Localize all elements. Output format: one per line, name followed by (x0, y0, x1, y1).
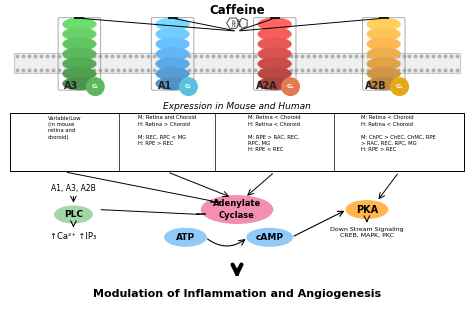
Ellipse shape (156, 67, 190, 80)
Text: cAMP: cAMP (255, 233, 284, 242)
Text: M: Retina < Choroid
H: Retina < Choroid

M: RPE > RAC, REC,
RPC, MG
H: RPE < REC: M: Retina < Choroid H: Retina < Choroid … (248, 115, 301, 152)
Ellipse shape (156, 18, 190, 31)
Text: A2A: A2A (256, 81, 278, 91)
Ellipse shape (164, 228, 206, 246)
Ellipse shape (258, 48, 292, 60)
Ellipse shape (258, 67, 292, 80)
Text: A3: A3 (64, 81, 79, 91)
Text: Gₛ: Gₛ (287, 84, 294, 89)
Text: N: N (231, 20, 235, 25)
Ellipse shape (63, 28, 96, 41)
Ellipse shape (156, 28, 190, 41)
Ellipse shape (258, 57, 292, 70)
Text: Gₛ: Gₛ (396, 84, 403, 89)
Circle shape (86, 78, 104, 95)
Ellipse shape (63, 67, 96, 80)
Text: M: Retina < Choroid
H: Retina < Choroid

M: ChPC > ChEC, ChMC, RPE
> RAC, REC, R: M: Retina < Choroid H: Retina < Choroid … (361, 115, 436, 152)
Ellipse shape (63, 37, 96, 50)
Ellipse shape (156, 37, 190, 50)
Text: N: N (231, 23, 235, 28)
Ellipse shape (258, 18, 292, 31)
Ellipse shape (156, 57, 190, 70)
Text: Variable/Low
(in mouse
retina and
choroid): Variable/Low (in mouse retina and choroi… (48, 115, 81, 140)
Ellipse shape (367, 28, 401, 41)
Ellipse shape (63, 18, 96, 31)
Text: Expression in Mouse and Human: Expression in Mouse and Human (163, 102, 311, 112)
Ellipse shape (367, 57, 401, 70)
FancyBboxPatch shape (14, 53, 460, 73)
Circle shape (282, 78, 300, 95)
Ellipse shape (201, 196, 273, 223)
Ellipse shape (367, 18, 401, 31)
Ellipse shape (258, 28, 292, 41)
Circle shape (391, 78, 409, 95)
Ellipse shape (258, 37, 292, 50)
Ellipse shape (63, 48, 96, 60)
Text: A1, A3, A2B: A1, A3, A2B (51, 184, 96, 193)
Text: N: N (236, 19, 240, 24)
Ellipse shape (258, 77, 292, 90)
Ellipse shape (367, 37, 401, 50)
Ellipse shape (63, 77, 96, 90)
Text: PKA: PKA (356, 204, 378, 215)
Ellipse shape (63, 57, 96, 70)
Text: Gᵢ: Gᵢ (92, 84, 99, 89)
Text: ↑Ca²⁺ ↑IP₃: ↑Ca²⁺ ↑IP₃ (50, 232, 97, 241)
Text: Gᵢ: Gᵢ (185, 84, 192, 89)
Ellipse shape (247, 228, 292, 246)
Ellipse shape (156, 48, 190, 60)
Text: A2B: A2B (365, 81, 387, 91)
Text: Down Stream Signaling
CREB, MAPK, PKC: Down Stream Signaling CREB, MAPK, PKC (330, 227, 404, 238)
Text: Adenylate
Cyclase: Adenylate Cyclase (213, 199, 261, 220)
Ellipse shape (367, 77, 401, 90)
Ellipse shape (367, 48, 401, 60)
Text: Modulation of Inflammation and Angiogenesis: Modulation of Inflammation and Angiogene… (93, 289, 381, 299)
Text: N: N (236, 23, 240, 28)
Text: ATP: ATP (176, 233, 195, 242)
Ellipse shape (156, 77, 190, 90)
Text: M: Retina and Choroid
H: Retina > Choroid

M: REC, RPC < MG
H: RPE > REC: M: Retina and Choroid H: Retina > Choroi… (137, 115, 196, 146)
Ellipse shape (55, 206, 92, 223)
Text: Caffeine: Caffeine (209, 4, 265, 17)
Ellipse shape (346, 201, 388, 219)
Text: PLC: PLC (64, 210, 83, 219)
Ellipse shape (367, 67, 401, 80)
Circle shape (180, 78, 197, 95)
Text: A1: A1 (157, 81, 172, 91)
